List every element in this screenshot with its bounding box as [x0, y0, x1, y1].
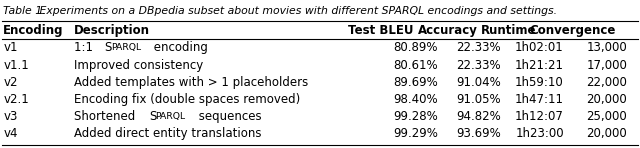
Text: 1h21:21: 1h21:21 [515, 59, 564, 71]
Text: Description: Description [74, 24, 150, 37]
Text: 17,000: 17,000 [586, 59, 627, 71]
Text: Accuracy: Accuracy [418, 24, 478, 37]
Text: 20,000: 20,000 [586, 93, 627, 106]
Text: 99.29%: 99.29% [394, 127, 438, 140]
Text: v2.1: v2.1 [3, 93, 29, 106]
Text: 89.69%: 89.69% [394, 76, 438, 89]
Text: Improved consistency: Improved consistency [74, 59, 203, 71]
Text: v1: v1 [3, 41, 18, 54]
Text: 22,000: 22,000 [586, 76, 627, 89]
Text: PARQL: PARQL [111, 43, 141, 52]
Text: Added templates with > 1 placeholders: Added templates with > 1 placeholders [74, 76, 308, 89]
Text: 13,000: 13,000 [586, 41, 627, 54]
Text: Shortened: Shortened [74, 110, 139, 123]
Text: 94.82%: 94.82% [456, 110, 501, 123]
Text: 1h59:10: 1h59:10 [515, 76, 564, 89]
Text: v1.1: v1.1 [3, 59, 29, 71]
Text: Experiments on a DBpedia subset about movies with different SPARQL encodings and: Experiments on a DBpedia subset about mo… [36, 6, 557, 16]
Text: Added direct entity translations: Added direct entity translations [74, 127, 261, 140]
Text: 99.28%: 99.28% [394, 110, 438, 123]
Text: 98.40%: 98.40% [394, 93, 438, 106]
Text: encoding: encoding [150, 41, 208, 54]
Text: Runtime: Runtime [481, 24, 536, 37]
Text: S: S [104, 41, 112, 54]
Text: 1:1: 1:1 [74, 41, 97, 54]
Text: 1h02:01: 1h02:01 [515, 41, 564, 54]
Text: PARQL: PARQL [156, 112, 186, 121]
Text: Test BLEU: Test BLEU [348, 24, 413, 37]
Text: 93.69%: 93.69% [456, 127, 501, 140]
Text: 25,000: 25,000 [586, 110, 627, 123]
Text: sequences: sequences [195, 110, 262, 123]
Text: v3: v3 [3, 110, 17, 123]
Text: 80.61%: 80.61% [394, 59, 438, 71]
Text: 80.89%: 80.89% [394, 41, 438, 54]
Text: Encoding fix (double spaces removed): Encoding fix (double spaces removed) [74, 93, 300, 106]
Text: 20,000: 20,000 [586, 127, 627, 140]
Text: Convergence: Convergence [530, 24, 616, 37]
Text: v4: v4 [3, 127, 18, 140]
Text: v2: v2 [3, 76, 18, 89]
Text: 22.33%: 22.33% [456, 59, 501, 71]
Text: 91.04%: 91.04% [456, 76, 501, 89]
Text: 1h23:00: 1h23:00 [515, 127, 564, 140]
Text: Encoding: Encoding [3, 24, 64, 37]
Text: Table 1.: Table 1. [3, 6, 46, 16]
Text: 1h12:07: 1h12:07 [515, 110, 564, 123]
Text: 1h47:11: 1h47:11 [515, 93, 564, 106]
Text: 91.05%: 91.05% [456, 93, 501, 106]
Text: S: S [149, 110, 157, 123]
Text: 22.33%: 22.33% [456, 41, 501, 54]
